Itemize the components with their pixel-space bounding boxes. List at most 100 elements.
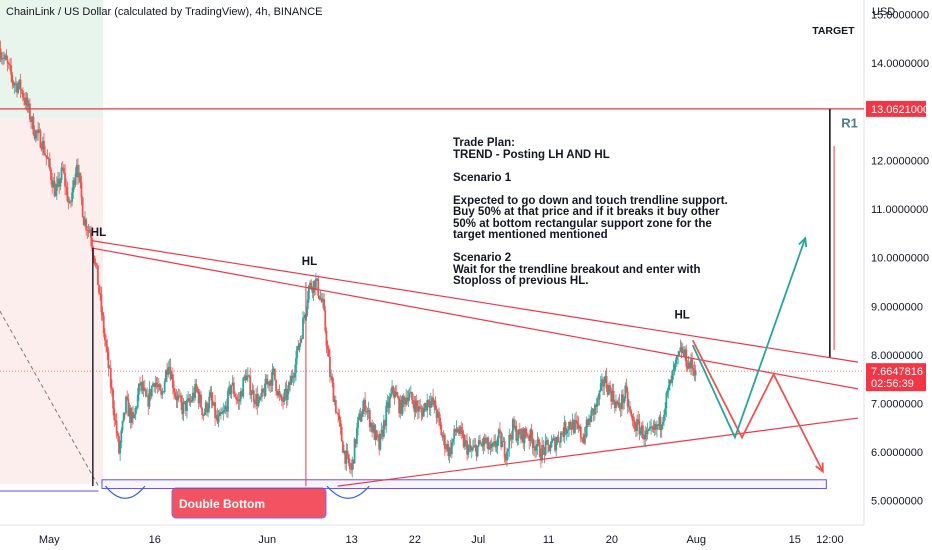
candle-body	[551, 439, 554, 442]
candle-body	[13, 84, 16, 86]
candle-body	[280, 397, 283, 402]
candle-body	[239, 391, 242, 400]
candle-body	[418, 406, 420, 412]
bottom-arc-1	[105, 485, 146, 499]
y-tick-label: 12.0000000	[871, 155, 929, 167]
candle-body	[339, 420, 342, 427]
candle-body	[589, 418, 592, 423]
candle-body	[323, 299, 325, 311]
candle-body	[605, 376, 608, 389]
candle-body	[36, 130, 38, 133]
candle-body	[211, 400, 214, 406]
candle-body	[96, 265, 99, 286]
candle-body	[650, 426, 653, 428]
candle-body	[538, 442, 541, 458]
candle-body	[229, 386, 232, 395]
candle-body	[566, 429, 569, 432]
candle-body	[12, 81, 15, 86]
candle-body	[222, 411, 225, 414]
candle-body	[175, 396, 178, 401]
candle-body	[128, 407, 131, 417]
candle-body	[455, 428, 458, 432]
candle-body	[401, 395, 404, 414]
candle-body	[632, 420, 635, 422]
candle-body	[378, 437, 381, 450]
candle-body	[188, 398, 191, 403]
candle-body	[57, 178, 59, 184]
candle-body	[360, 416, 363, 422]
candle-body	[232, 382, 235, 394]
candle-body	[77, 164, 79, 178]
candle-body	[187, 398, 190, 400]
candle-body	[379, 433, 382, 450]
candle-body	[311, 288, 314, 293]
candle-body	[73, 180, 76, 185]
candle-body	[17, 85, 20, 93]
candle-body	[465, 439, 467, 441]
candle-body	[51, 179, 54, 188]
candle-body	[371, 423, 374, 433]
candle-body	[252, 390, 255, 402]
candle-body	[431, 397, 433, 402]
candle-body	[679, 347, 682, 352]
candle-body	[10, 65, 13, 75]
candle-body	[400, 400, 403, 414]
candle-body	[521, 428, 524, 440]
candle-body	[494, 441, 497, 448]
candle-body	[562, 433, 565, 437]
candle-body	[568, 421, 570, 430]
candle-body	[550, 441, 553, 448]
candle-body	[515, 425, 518, 441]
candle-body	[330, 376, 333, 378]
candle-body	[71, 192, 73, 202]
support-zone-rect	[101, 479, 827, 490]
candle-body	[503, 441, 506, 458]
candle-body	[680, 347, 683, 353]
candle-body	[114, 419, 117, 421]
candle-body	[86, 229, 89, 231]
candle-body	[520, 434, 522, 440]
candle-body	[627, 406, 630, 408]
candle-body	[450, 442, 453, 455]
x-tick-label: 22	[409, 534, 421, 546]
candle-body	[425, 403, 427, 411]
candle-body	[603, 382, 606, 387]
candle-body	[474, 445, 477, 447]
candle-body	[364, 399, 367, 412]
candle-body	[524, 428, 527, 435]
candle-body	[272, 368, 275, 370]
candle-body	[318, 295, 321, 300]
candle-body	[472, 447, 474, 450]
candle-body	[169, 367, 172, 380]
candle-body	[404, 398, 406, 405]
upper-trendline	[91, 240, 859, 363]
candle-body	[486, 437, 488, 442]
candle-body	[198, 394, 201, 404]
candle-body	[663, 415, 665, 422]
candle-body	[507, 448, 510, 452]
candle-body	[251, 390, 254, 395]
candle-body	[338, 415, 341, 421]
candle-body	[142, 387, 145, 391]
candle-body	[137, 383, 140, 395]
candle-body	[52, 181, 55, 188]
candle-body	[368, 410, 371, 428]
candle-body	[645, 430, 648, 435]
candle-body	[351, 459, 354, 470]
candle-body	[557, 437, 560, 442]
candle-body	[375, 430, 378, 436]
candle-body	[440, 424, 443, 436]
candle-body	[218, 412, 221, 416]
candle-body	[224, 406, 227, 411]
candle-body	[102, 315, 105, 334]
candle-body	[26, 97, 29, 107]
hl-label: HL	[675, 309, 690, 321]
candle-body	[78, 172, 81, 178]
candle-body	[298, 343, 301, 350]
candle-body	[649, 426, 651, 430]
candle-body	[190, 400, 193, 402]
candle-body	[516, 438, 519, 441]
candle-body	[94, 263, 97, 265]
candle-body	[544, 440, 547, 455]
